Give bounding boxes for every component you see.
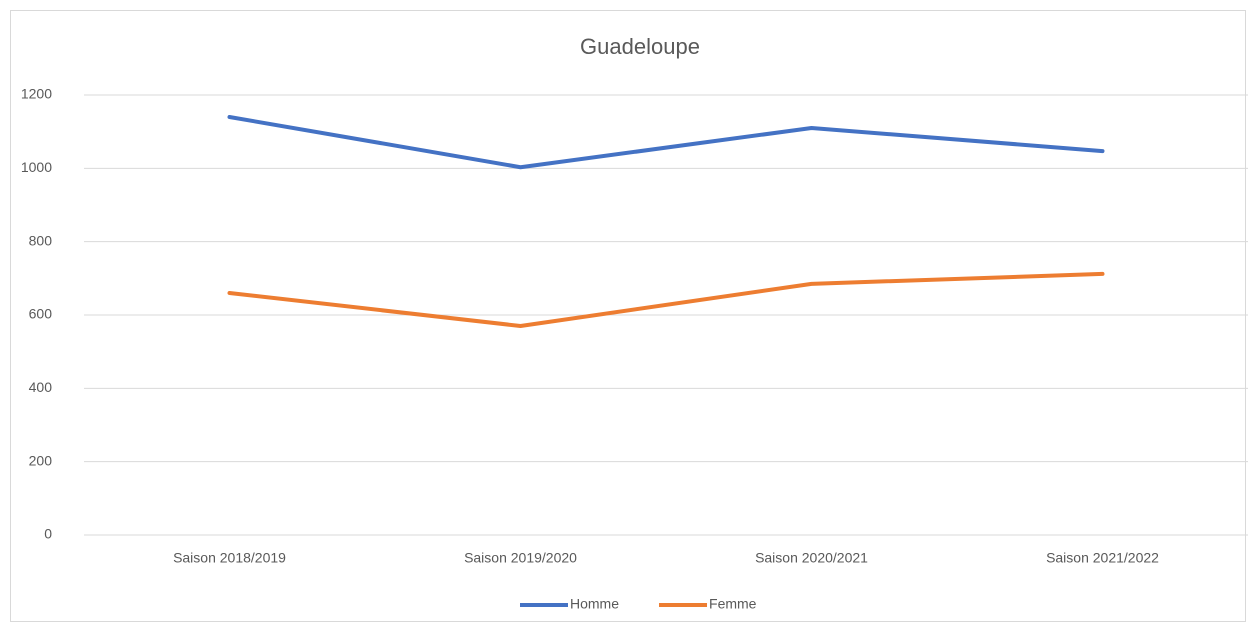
y-tick-label: 800 [29, 232, 53, 248]
x-tick-label: Saison 2019/2020 [464, 550, 577, 566]
x-tick-label: Saison 2018/2019 [173, 550, 286, 566]
legend-label: Femme [709, 596, 757, 612]
y-tick-label: 600 [29, 306, 53, 322]
y-tick-label: 0 [44, 526, 52, 542]
legend-label: Homme [570, 596, 619, 612]
x-tick-label: Saison 2021/2022 [1046, 550, 1159, 566]
chart-title: Guadeloupe [580, 34, 700, 59]
y-tick-label: 400 [29, 379, 53, 395]
y-tick-label: 200 [29, 452, 53, 468]
y-tick-label: 1200 [21, 86, 52, 102]
chart-frame [10, 10, 1246, 622]
line-series [227, 271, 1105, 328]
x-tick-label: Saison 2020/2021 [755, 550, 868, 566]
y-tick-label: 1000 [21, 159, 52, 175]
line-series [227, 115, 1105, 170]
